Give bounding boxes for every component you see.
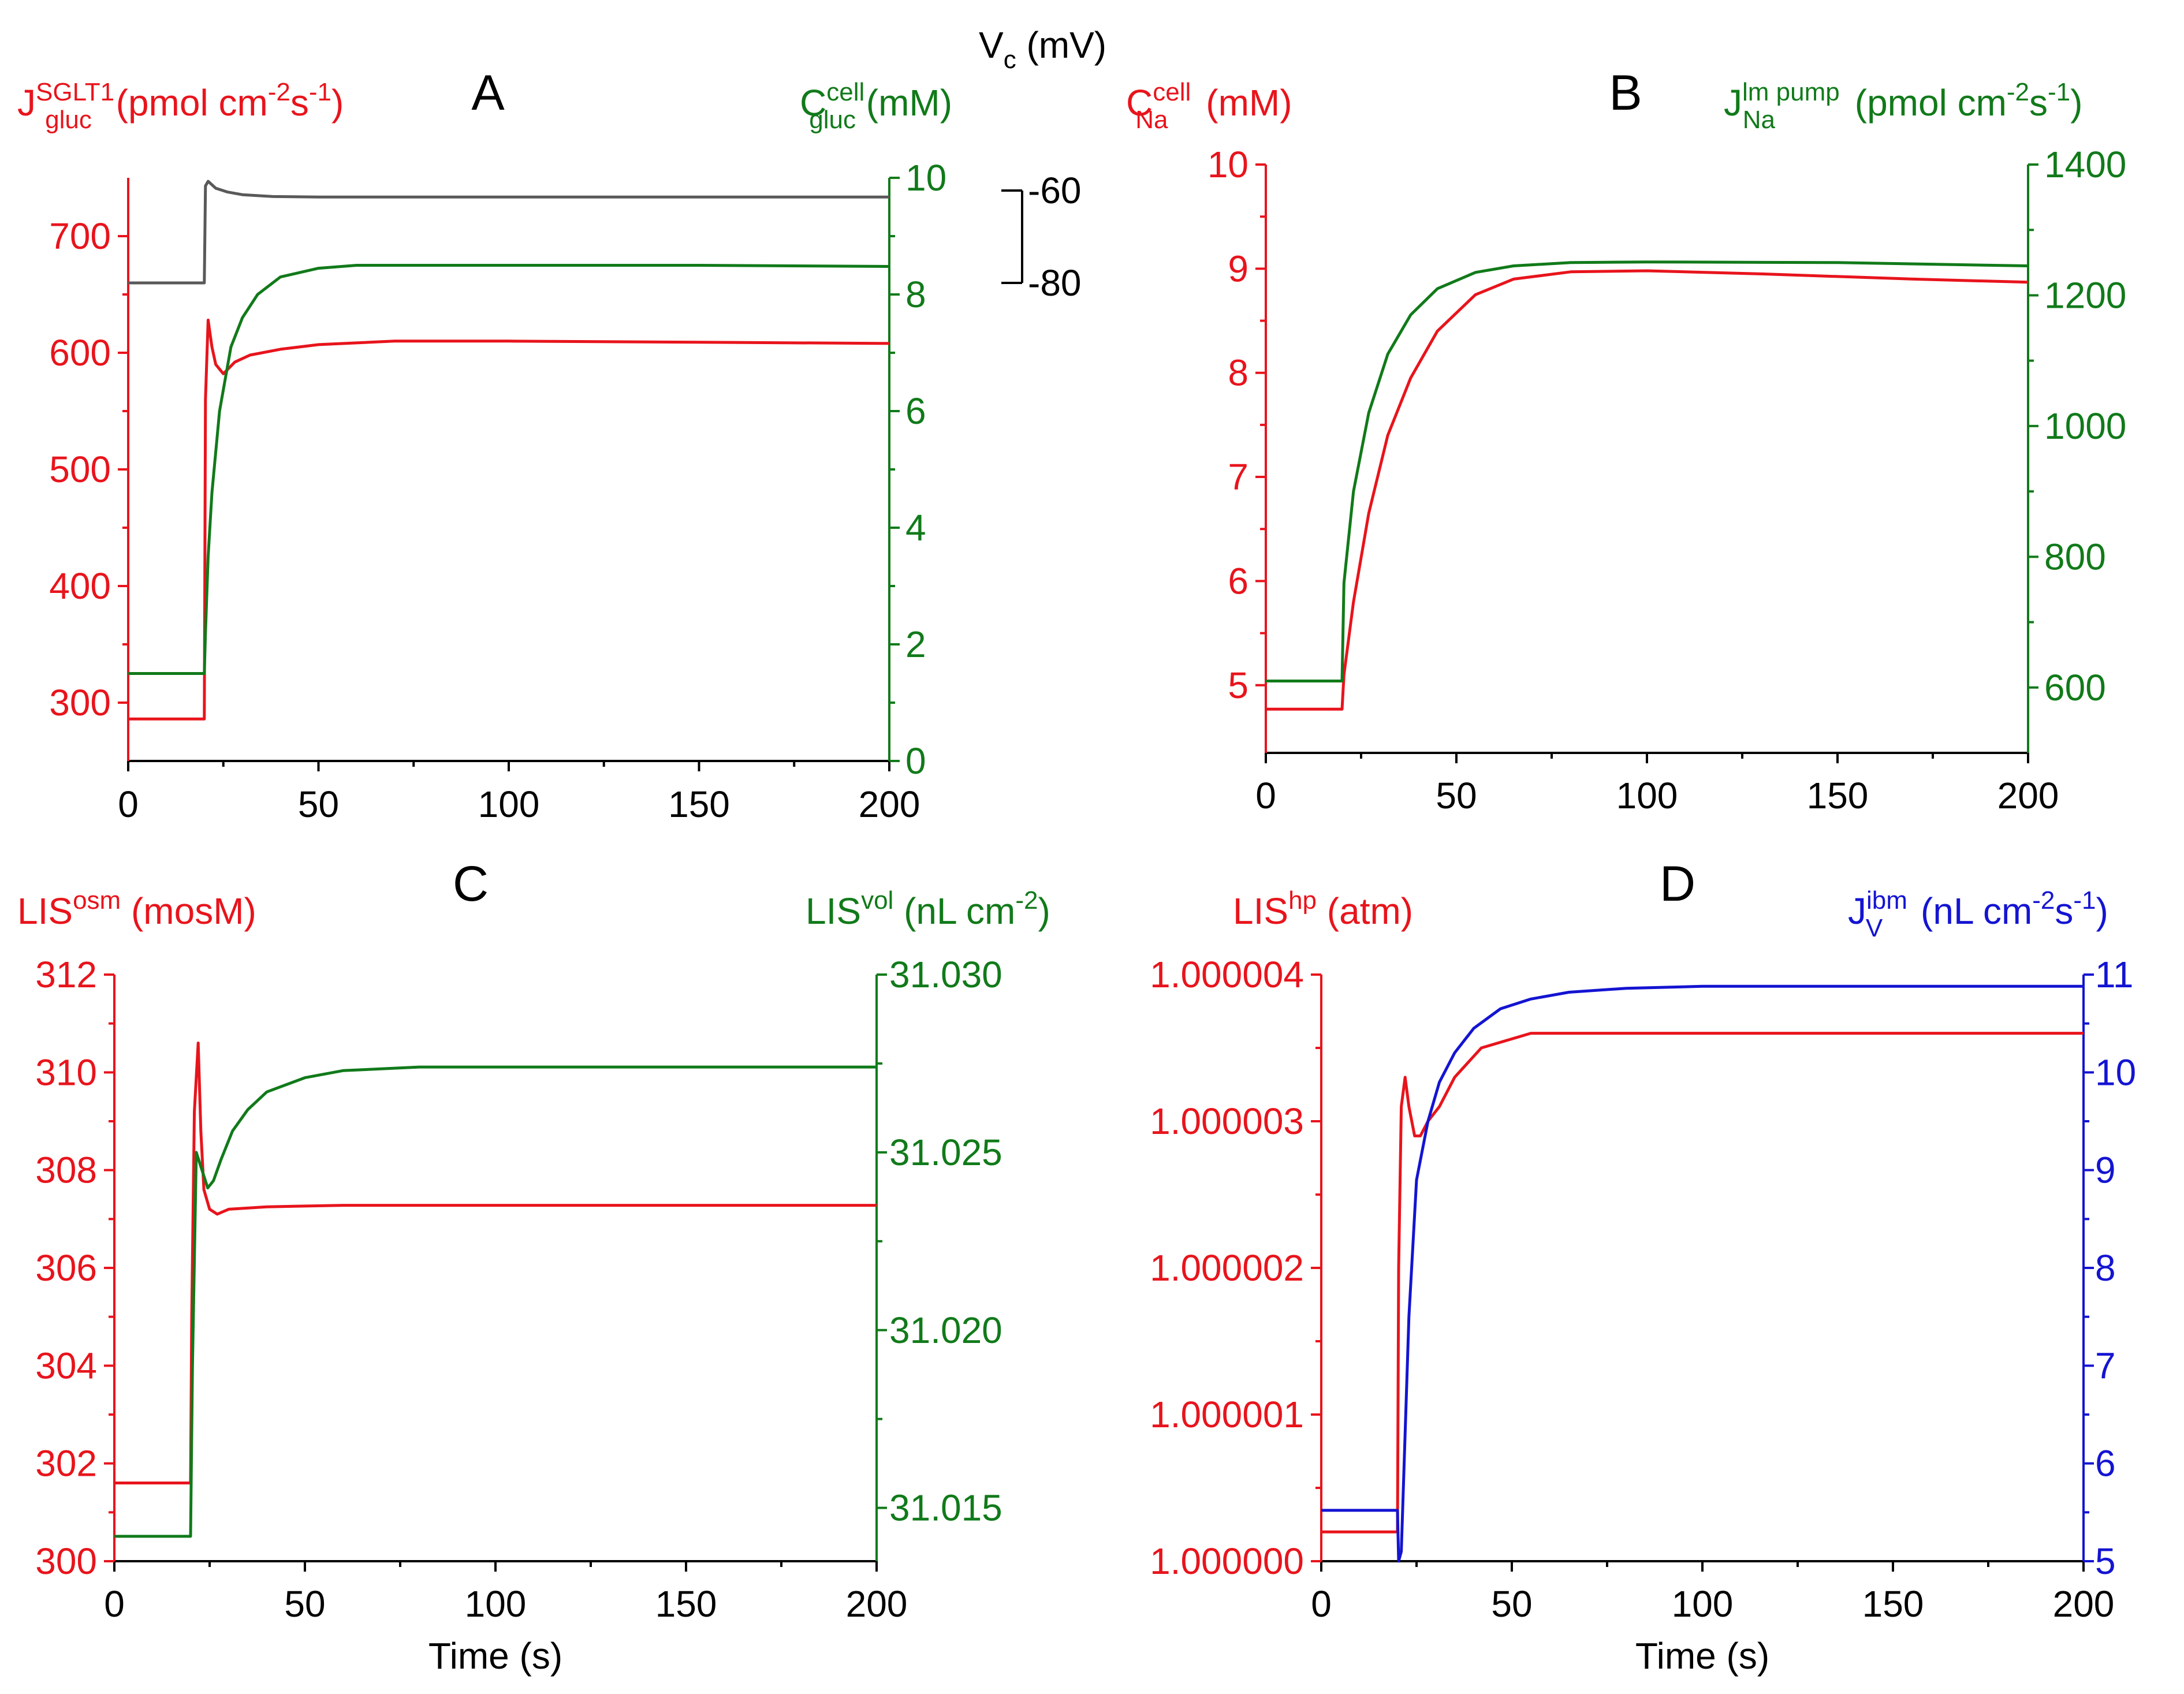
right-tick-label: 1400 bbox=[2044, 144, 2126, 185]
x-tick-label: 0 bbox=[1311, 1583, 1332, 1625]
right-tick-label: 31.025 bbox=[889, 1132, 1002, 1173]
left-tick-label: 308 bbox=[35, 1150, 97, 1191]
left-tick-label: 1.000003 bbox=[1150, 1100, 1304, 1142]
x-tick-label: 50 bbox=[1436, 775, 1477, 816]
x-tick-label: 150 bbox=[1862, 1583, 1924, 1625]
left-tick-label: 6 bbox=[1228, 560, 1248, 602]
left-tick-label: 1.000004 bbox=[1150, 954, 1304, 995]
x-axis-label: Time (s) bbox=[1635, 1635, 1769, 1677]
x-tick-label: 200 bbox=[2053, 1583, 2115, 1625]
right-axis-label: LISvol (nL cm-2) bbox=[806, 886, 1050, 932]
left-tick-label: 310 bbox=[35, 1051, 97, 1093]
right-tick-label: 2 bbox=[905, 624, 926, 665]
right-tick-label: 1000 bbox=[2044, 405, 2126, 447]
right-tick-label: 31.030 bbox=[889, 954, 1002, 995]
left-tick-label: 1.000000 bbox=[1150, 1540, 1304, 1582]
left-tick-label: 500 bbox=[49, 449, 111, 490]
series-line-green bbox=[1266, 260, 2029, 682]
right-axis-label: Jlm pump Na (pmol cm-2s-1) bbox=[1724, 78, 2082, 134]
series-line-green bbox=[128, 264, 890, 675]
right-tick-label: 600 bbox=[2044, 667, 2106, 708]
right-tick-label: 0 bbox=[905, 740, 926, 782]
left-tick-label: 1.000001 bbox=[1150, 1394, 1304, 1435]
x-tick-label: 100 bbox=[465, 1583, 527, 1625]
right-tick-label: 8 bbox=[2095, 1247, 2116, 1289]
right-tick-label: 7 bbox=[2095, 1345, 2116, 1386]
right-tick-label: 31.020 bbox=[889, 1309, 1002, 1351]
x-tick-label: 150 bbox=[655, 1583, 717, 1625]
right-axis-label: Ccell gluc (mM) bbox=[800, 78, 952, 134]
left-axis-label: LIShp (atm) bbox=[1233, 886, 1413, 932]
right-tick-label: 31.015 bbox=[889, 1487, 1002, 1529]
x-axis-label: Time (s) bbox=[428, 1635, 562, 1677]
vc-tick-label: -60 bbox=[1028, 170, 1082, 211]
left-tick-label: 400 bbox=[49, 565, 111, 607]
left-tick-label: 300 bbox=[35, 1540, 97, 1582]
right-tick-label: 11 bbox=[2095, 954, 2133, 995]
right-tick-label: 8 bbox=[905, 274, 926, 315]
right-tick-label: 4 bbox=[905, 507, 926, 549]
right-tick-label: 800 bbox=[2044, 536, 2106, 577]
panel-letter: D bbox=[1660, 856, 1695, 912]
series-line-red bbox=[128, 318, 890, 721]
left-tick-label: 306 bbox=[35, 1247, 97, 1289]
right-tick-label: 10 bbox=[905, 157, 946, 199]
panel-letter: A bbox=[471, 65, 505, 121]
left-axis-label: JSGLT1 gluc (pmol cm-2s-1) bbox=[17, 78, 344, 134]
series-line-red bbox=[1321, 1032, 2084, 1533]
left-tick-label: 7 bbox=[1228, 456, 1248, 498]
left-tick-label: 10 bbox=[1207, 144, 1248, 185]
series-line-red bbox=[1266, 269, 2029, 711]
vc-axis-label: Vc (mV) bbox=[979, 24, 1106, 74]
x-tick-label: 100 bbox=[478, 783, 540, 825]
right-tick-label: 9 bbox=[2095, 1150, 2116, 1191]
right-tick-label: 1200 bbox=[2044, 274, 2126, 316]
series-line-blue bbox=[1321, 984, 2084, 1563]
left-axis-label: Ccell Na (mM) bbox=[1126, 78, 1292, 134]
x-tick-label: 200 bbox=[1997, 775, 2059, 816]
left-axis-label: LISosm (mosM) bbox=[17, 886, 256, 932]
x-tick-label: 0 bbox=[118, 783, 139, 825]
left-tick-label: 1.000002 bbox=[1150, 1247, 1304, 1289]
x-tick-label: 100 bbox=[1616, 775, 1678, 816]
left-tick-label: 5 bbox=[1228, 665, 1248, 706]
panel-C: C 0 50 100 150 200 Time (s) 300 302 304 306 308 310 3… bbox=[17, 856, 1050, 1677]
series-line-red bbox=[114, 1042, 877, 1484]
x-tick-label: 0 bbox=[104, 1583, 125, 1625]
x-tick-label: 150 bbox=[1807, 775, 1869, 816]
panel-letter: B bbox=[1609, 65, 1642, 121]
right-axis-label: Jibm V (nL cm-2s-1) bbox=[1848, 886, 2108, 942]
vc-tick-label: -80 bbox=[1028, 262, 1082, 304]
panel-D: D 0 50 100 150 200 Time (s) 1.000000 1.000001 1.0… bbox=[1150, 856, 2136, 1677]
right-tick-label: 10 bbox=[2095, 1051, 2136, 1093]
x-tick-label: 100 bbox=[1672, 1583, 1734, 1625]
x-tick-label: 50 bbox=[1491, 1583, 1532, 1625]
x-tick-label: 150 bbox=[668, 783, 730, 825]
right-tick-label: 5 bbox=[2095, 1540, 2116, 1582]
panel-B: B 0 50 100 150 200 5 6 7 8 9 10 600 800 1000 1200 1400 Cc… bbox=[1126, 65, 2126, 816]
series-line-gray bbox=[128, 180, 889, 285]
left-tick-label: 302 bbox=[35, 1443, 97, 1484]
series-line-green bbox=[114, 1065, 877, 1538]
left-tick-label: 600 bbox=[49, 332, 111, 374]
left-tick-label: 300 bbox=[49, 682, 111, 723]
left-tick-label: 304 bbox=[35, 1345, 97, 1386]
left-tick-label: 9 bbox=[1228, 248, 1248, 289]
x-tick-label: 50 bbox=[284, 1583, 325, 1625]
x-tick-label: 200 bbox=[846, 1583, 908, 1625]
right-tick-label: 6 bbox=[905, 390, 926, 432]
left-tick-label: 8 bbox=[1228, 352, 1248, 394]
panel-A: A 0 50 100 150 200 300 400 500 600 700 0 2 4 6 8 10 JSGLT… bbox=[17, 24, 1106, 825]
left-tick-label: 700 bbox=[49, 215, 111, 257]
x-tick-label: 0 bbox=[1255, 775, 1276, 816]
right-tick-label: 6 bbox=[2095, 1443, 2116, 1484]
panel-letter: C bbox=[453, 856, 489, 912]
left-tick-label: 312 bbox=[35, 954, 97, 995]
x-tick-label: 200 bbox=[859, 783, 920, 825]
x-tick-label: 50 bbox=[298, 783, 339, 825]
